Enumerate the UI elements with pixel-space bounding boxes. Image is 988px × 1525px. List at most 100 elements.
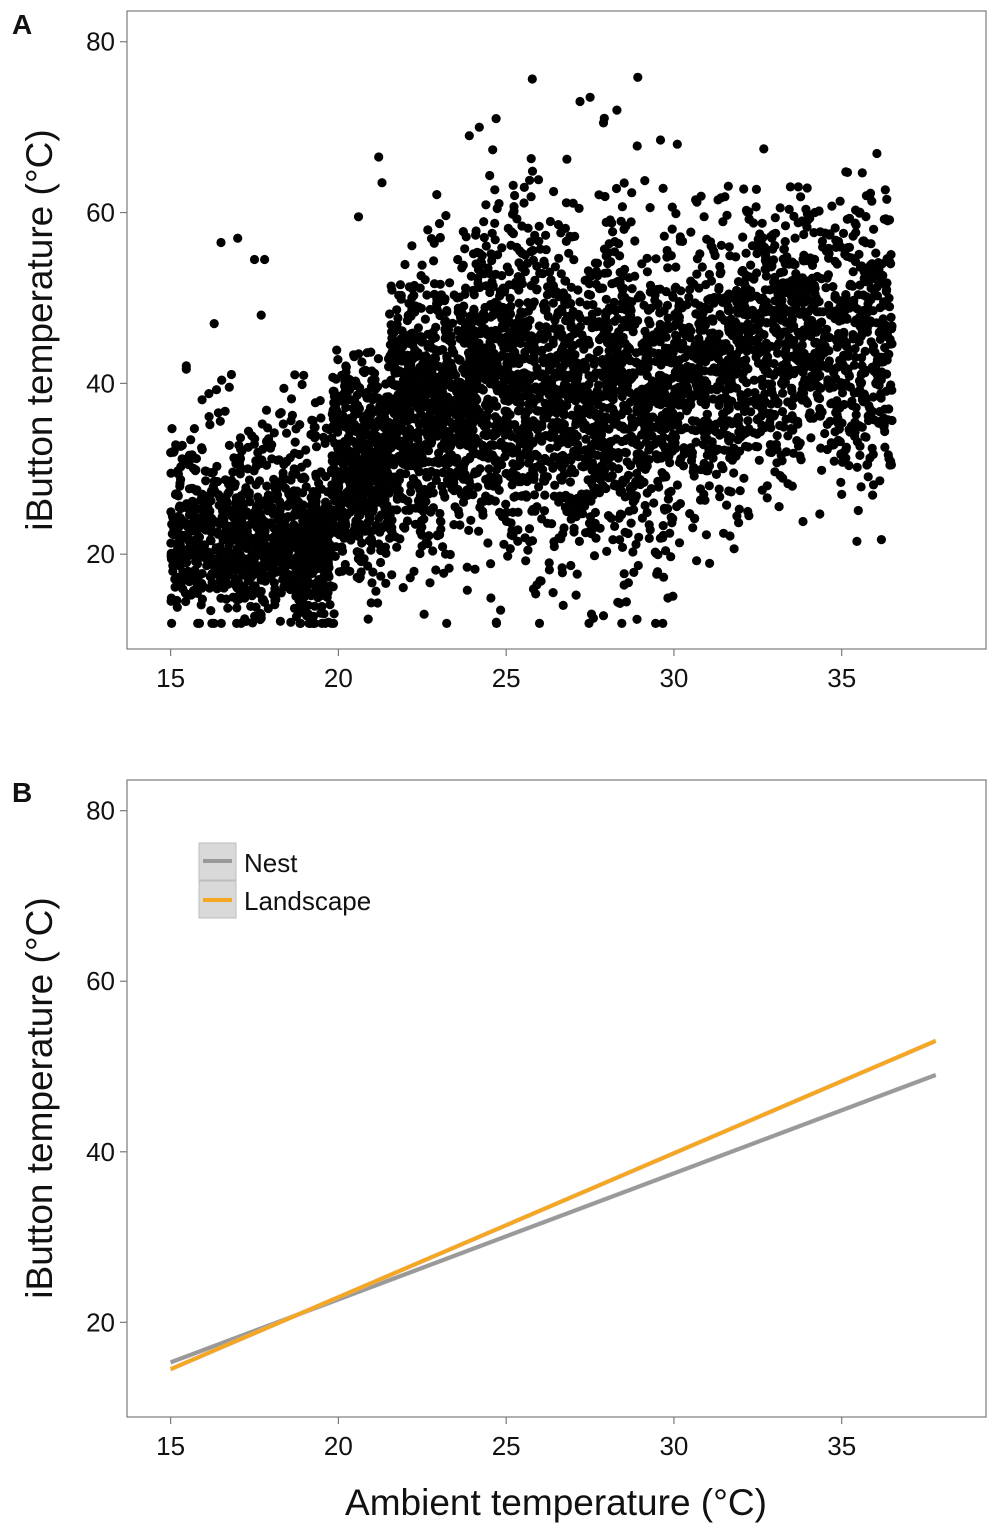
scatter-point [224, 440, 234, 450]
scatter-point [470, 467, 480, 477]
scatter-point [487, 302, 497, 312]
scatter-point [413, 495, 423, 506]
scatter-point [880, 343, 890, 353]
scatter-point [191, 486, 201, 496]
scatter-point [362, 348, 372, 358]
scatter-point [242, 508, 252, 518]
scatter-point [548, 298, 558, 308]
scatter-point [675, 355, 685, 365]
scatter-point [513, 461, 523, 471]
scatter-point [413, 323, 423, 333]
scatter-point [661, 407, 671, 417]
scatter-point [368, 476, 378, 486]
scatter-point [608, 227, 618, 237]
scatter-point [366, 598, 376, 608]
scatter-point [603, 363, 613, 373]
scatter-point [488, 145, 498, 155]
scatter-point [498, 365, 508, 375]
scatter-point [523, 223, 533, 233]
scatter-point [286, 394, 297, 404]
scatter-point [660, 505, 670, 515]
scatter-point [515, 398, 526, 409]
scatter-point [587, 465, 597, 475]
scatter-point [550, 480, 560, 490]
scatter-point [506, 240, 516, 250]
scatter-point [344, 455, 354, 465]
scatter-point [580, 275, 590, 285]
scatter-point [233, 576, 243, 586]
scatter-point [343, 432, 354, 442]
scatter-point [606, 402, 616, 413]
scatter-point [274, 455, 284, 465]
scatter-point [298, 546, 308, 556]
scatter-point [669, 321, 679, 331]
scatter-point [375, 401, 385, 412]
scatter-point [306, 569, 316, 579]
scatter-point [423, 361, 433, 371]
scatter-point [651, 254, 661, 264]
scatter-point [419, 489, 429, 499]
scatter-point [250, 434, 260, 444]
scatter-point [329, 527, 339, 537]
scatter-point [196, 600, 206, 610]
scatter-point [473, 414, 483, 424]
scatter-point [525, 237, 536, 247]
scatter-point [190, 565, 200, 575]
scatter-point [659, 231, 669, 241]
scatter-point [667, 518, 677, 528]
scatter-point [257, 513, 267, 524]
scatter-point [367, 375, 377, 386]
scatter-point [708, 453, 718, 463]
scatter-point [715, 309, 725, 320]
scatter-point [367, 578, 377, 588]
scatter-point [217, 375, 227, 385]
scatter-point [294, 449, 304, 460]
scatter-point [473, 437, 484, 447]
scatter-point [216, 493, 226, 503]
scatter-point [705, 345, 715, 355]
scatter-point [370, 368, 380, 378]
scatter-point [439, 568, 449, 578]
scatter-point [660, 373, 671, 383]
scatter-point [615, 357, 626, 367]
scatter-point [492, 416, 503, 426]
scatter-point [330, 496, 340, 506]
scatter-point [529, 352, 539, 362]
scatter-point [352, 572, 362, 582]
scatter-point [534, 236, 544, 246]
scatter-point [559, 470, 569, 480]
panel-a-points [166, 72, 897, 629]
scatter-point [658, 521, 668, 531]
scatter-point [311, 472, 321, 482]
scatter-point [338, 523, 348, 533]
scatter-point [671, 443, 681, 453]
scatter-point [569, 329, 580, 339]
scatter-point [392, 542, 402, 552]
scatter-point [171, 440, 181, 450]
scatter-point [360, 445, 370, 455]
scatter-point [644, 520, 654, 530]
scatter-point [438, 379, 448, 389]
scatter-point [460, 402, 471, 412]
scatter-point [617, 618, 627, 629]
scatter-point [432, 398, 442, 409]
scatter-point [401, 428, 411, 438]
scatter-point [731, 451, 741, 461]
scatter-point [558, 288, 569, 298]
scatter-point [675, 236, 685, 246]
scatter-point [363, 561, 373, 571]
scatter-point [714, 380, 724, 390]
scatter-point [327, 467, 337, 478]
scatter-point [633, 316, 643, 326]
scatter-point [514, 477, 524, 487]
scatter-point [363, 497, 373, 508]
scatter-point [485, 170, 495, 181]
scatter-point [466, 515, 476, 525]
scatter-point [526, 247, 536, 257]
scatter-point [428, 546, 438, 556]
scatter-point [646, 484, 657, 494]
scatter-point [618, 332, 628, 342]
scatter-point [532, 385, 542, 395]
scatter-point [507, 227, 517, 237]
